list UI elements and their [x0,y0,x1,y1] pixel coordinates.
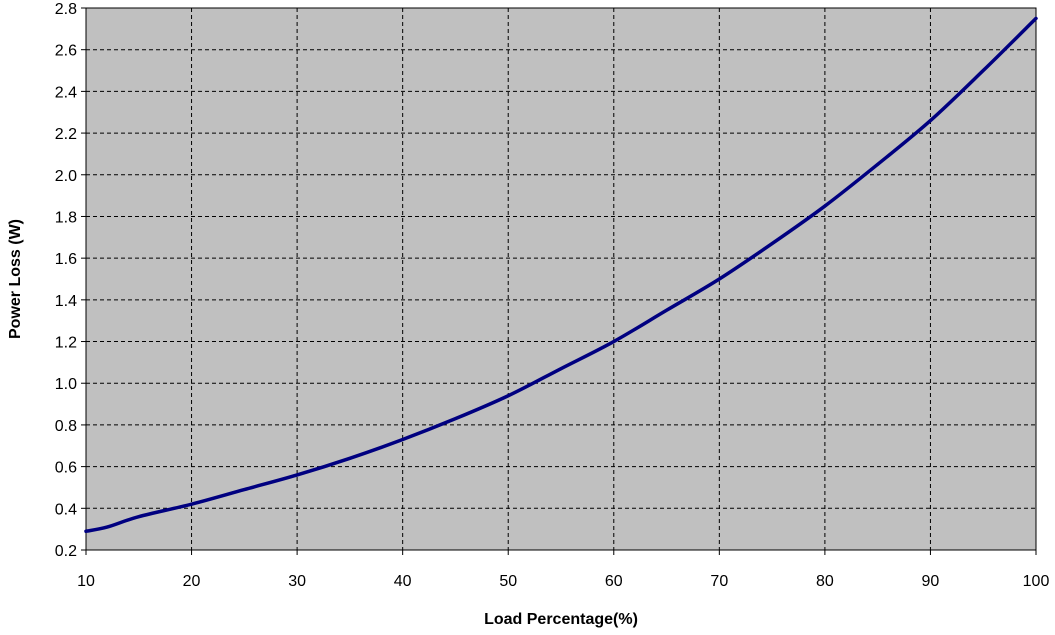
x-tick-label: 50 [499,573,517,590]
y-tick-label: 2.4 [55,84,77,101]
y-tick-label: 2.0 [55,168,77,185]
y-tick-label: 2.6 [55,43,77,60]
x-tick-label: 30 [288,573,306,590]
x-tick-label: 20 [183,573,201,590]
x-axis-ticks: 10 20 30 40 50 60 70 80 90 100 [77,550,1049,590]
y-tick-label: 2.2 [55,126,77,143]
x-tick-label: 100 [1023,573,1050,590]
x-axis-title: Load Percentage(%) [484,611,638,628]
y-tick-label: 0.6 [55,460,77,477]
plot-border [85,7,1037,551]
y-tick-label: 0.8 [55,418,77,435]
x-tick-label: 80 [816,573,834,590]
series-layer [84,16,1038,533]
y-tick-label: 2.8 [55,1,77,18]
y-axis-title: Power Loss (W) [7,219,24,339]
grid-lines [86,8,1036,550]
y-tick-label: 1.0 [55,376,77,393]
x-tick-label: 10 [77,573,95,590]
series-line [84,16,1038,533]
x-tick-label: 70 [710,573,728,590]
y-tick-label: 0.2 [55,543,77,560]
y-axis-ticks: 0.2 0.4 0.6 0.8 1.0 1.2 1.4 1.6 1.8 2.0 2.2 2.4 2.6 2… [55,1,86,560]
y-tick-label: 1.8 [55,209,77,226]
plot-area [86,8,1036,550]
y-tick-label: 0.4 [55,501,77,518]
x-tick-label: 60 [605,573,623,590]
y-tick-label: 1.6 [55,251,77,268]
x-tick-label: 40 [394,573,412,590]
x-tick-label: 90 [922,573,940,590]
y-tick-label: 1.2 [55,335,77,352]
y-tick-label: 1.4 [55,293,77,310]
